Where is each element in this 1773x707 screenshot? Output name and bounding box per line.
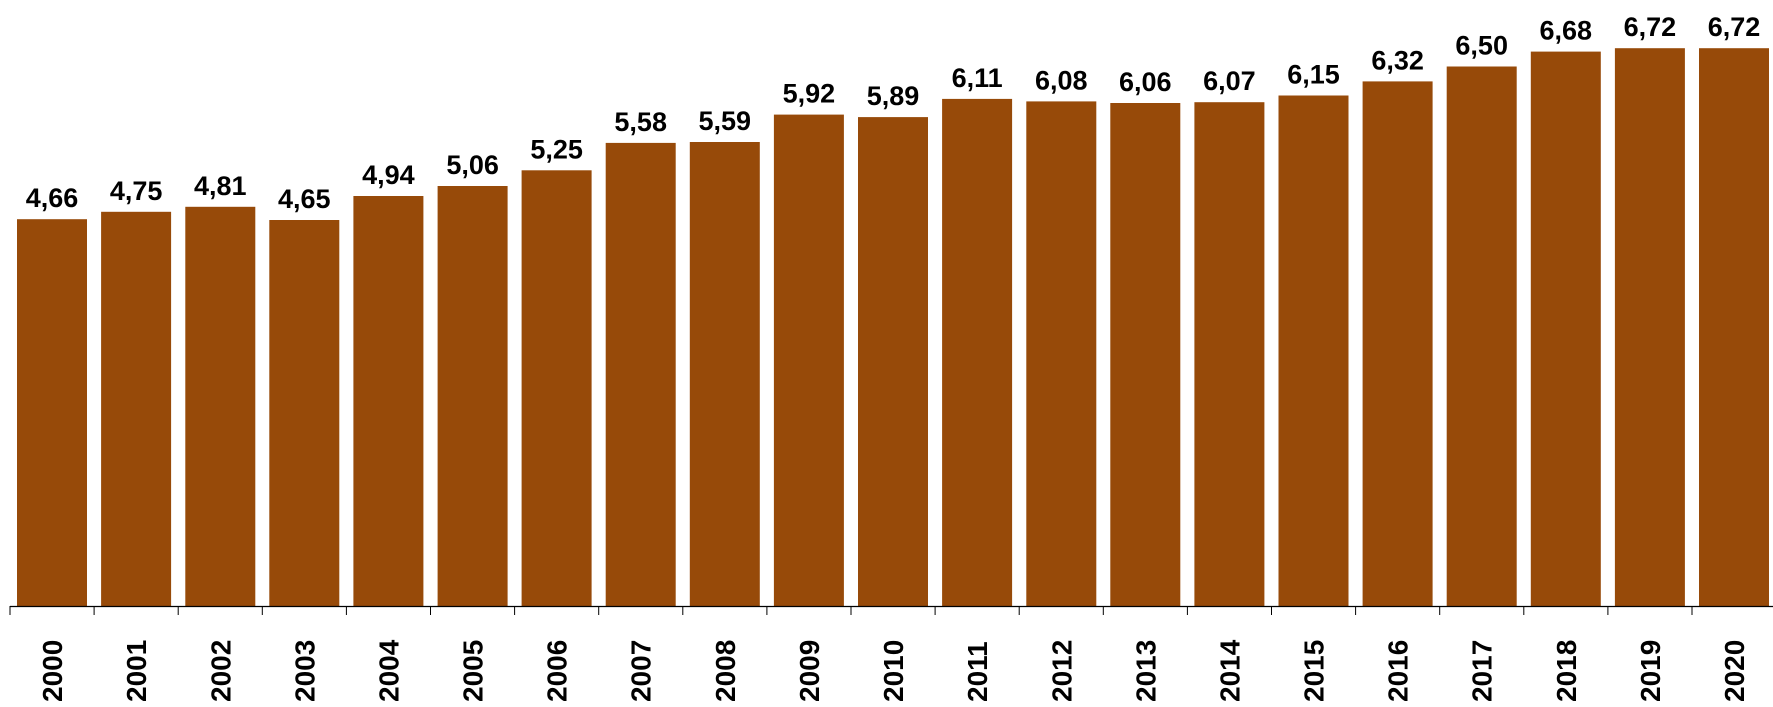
bar-2018 (1530, 51, 1601, 607)
bar-2001 (101, 211, 172, 607)
value-label-2015: 6,15 (1287, 60, 1340, 90)
value-label-2019: 6,72 (1624, 12, 1677, 42)
x-tick-label-2009: 2009 (794, 640, 825, 702)
x-tick-label-2003: 2003 (289, 640, 320, 702)
value-label-2011: 6,11 (952, 63, 1003, 93)
x-tick-label-2016: 2016 (1383, 640, 1414, 702)
bar-2019 (1614, 48, 1685, 606)
x-tick-label-2013: 2013 (1130, 640, 1161, 702)
x-tick-label-2007: 2007 (626, 640, 657, 702)
bar-2005 (437, 186, 508, 606)
x-tick-label-2001: 2001 (121, 640, 152, 702)
bar-2003 (269, 220, 340, 606)
value-label-2013: 6,06 (1119, 67, 1172, 97)
bar-2015 (1278, 95, 1349, 606)
bar-2010 (858, 117, 928, 606)
value-label-2002: 4,81 (194, 171, 247, 201)
bar-2011 (942, 98, 1013, 607)
value-label-2000: 4,66 (26, 183, 79, 213)
value-label-2004: 4,94 (362, 160, 415, 190)
bar-2013 (1110, 103, 1181, 606)
value-label-2003: 4,65 (278, 184, 331, 214)
x-tick-label-2015: 2015 (1299, 640, 1330, 702)
x-tick-label-2020: 2020 (1719, 640, 1750, 702)
x-tick-label-2006: 2006 (542, 640, 573, 702)
value-label-2001: 4,75 (110, 176, 163, 206)
x-axis-ticks-group (9, 606, 1693, 615)
value-label-2012: 6,08 (1035, 65, 1088, 95)
bar-2006 (521, 170, 592, 607)
x-tick-label-2011: 2011 (962, 641, 993, 702)
bar-2016 (1362, 81, 1433, 606)
x-tick-label-2000: 2000 (37, 640, 68, 702)
value-label-2020: 6,72 (1708, 12, 1761, 42)
bar-2008 (689, 142, 760, 606)
bar-2012 (1026, 101, 1097, 607)
bar-2002 (185, 206, 256, 607)
x-tick-label-2014: 2014 (1214, 639, 1245, 702)
value-label-2008: 5,59 (699, 106, 752, 136)
value-label-2009: 5,92 (783, 79, 836, 109)
x-tick-label-2010: 2010 (878, 640, 909, 702)
bar-2009 (773, 114, 844, 606)
bar-2004 (353, 196, 424, 606)
value-label-2016: 6,32 (1371, 45, 1424, 75)
x-tick-label-2018: 2018 (1551, 640, 1582, 702)
bar-2020 (1699, 48, 1769, 606)
value-label-2017: 6,50 (1455, 31, 1508, 61)
x-tick-label-2017: 2017 (1467, 640, 1498, 702)
x-tick-label-2012: 2012 (1046, 640, 1077, 702)
value-label-2014: 6,07 (1203, 66, 1256, 96)
bar-2007 (605, 142, 676, 606)
value-label-2018: 6,68 (1540, 16, 1593, 46)
bar-2014 (1194, 102, 1265, 606)
x-tick-label-2008: 2008 (710, 640, 741, 702)
value-labels-group: 4,66 4,75 4,81 4,65 4,94 5,06 5,25 5,58 5,59 5,92… (26, 12, 1761, 214)
value-label-2005: 5,06 (446, 150, 499, 180)
bar-2017 (1446, 66, 1517, 606)
x-axis-tick-labels-group: 2000 2001 2002 2003 2004 2005 2006 2007 2008 2009… (37, 639, 1750, 702)
x-tick-label-2002: 2002 (205, 640, 236, 702)
value-label-2006: 5,25 (530, 134, 583, 164)
value-label-2007: 5,58 (614, 107, 667, 137)
bar-2000 (17, 219, 87, 606)
value-label-2010: 5,89 (867, 81, 920, 111)
x-tick-label-2019: 2019 (1635, 640, 1666, 702)
x-tick-label-2004: 2004 (373, 639, 404, 702)
x-tick-label-2005: 2005 (458, 640, 489, 702)
bars-group (17, 48, 1769, 607)
